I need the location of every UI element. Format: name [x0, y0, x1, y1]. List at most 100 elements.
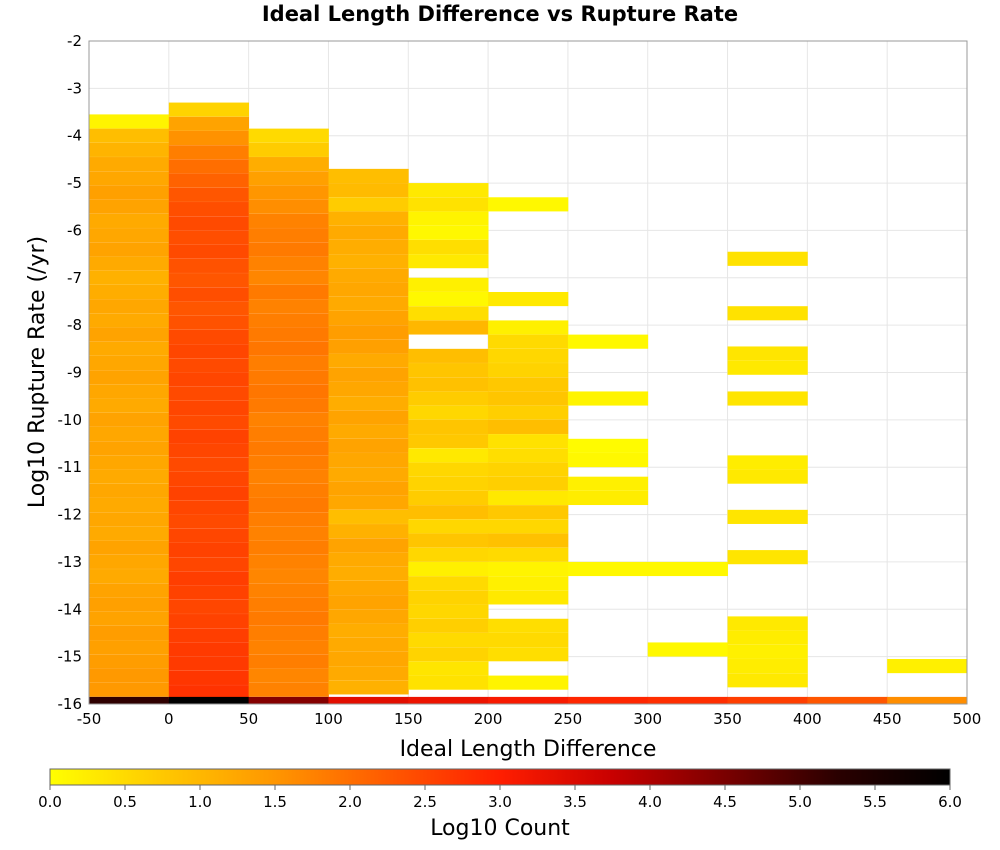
heatmap-cell	[567, 490, 649, 506]
heatmap-cell	[488, 348, 569, 363]
heatmap-cell	[168, 230, 250, 245]
heatmap-cell	[168, 471, 250, 487]
plot-frame	[88, 40, 968, 705]
heatmap-cell	[248, 370, 329, 385]
y-tick-label: -2	[67, 32, 82, 50]
heatmap-cell	[248, 355, 329, 371]
heatmap-cell	[248, 682, 329, 697]
colorbar-label: Log10 Count	[430, 816, 570, 841]
y-tick-label: -6	[67, 221, 82, 239]
heatmap-cell	[89, 171, 170, 186]
heatmap-cell	[89, 696, 170, 705]
heatmap-cell	[168, 273, 250, 288]
heatmap-cell	[408, 661, 489, 676]
heatmap-cell	[89, 668, 170, 683]
heatmap-cell	[408, 675, 489, 690]
heatmap-cell	[408, 183, 489, 198]
x-tick-label: 0	[164, 710, 174, 728]
heatmap-cell	[248, 157, 329, 172]
heatmap-cell	[408, 363, 489, 378]
heatmap-cell	[328, 552, 409, 567]
heatmap-cell	[408, 618, 489, 633]
heatmap-cell	[248, 128, 329, 143]
heatmap-cell	[727, 550, 808, 565]
x-tick-label: 250	[554, 710, 583, 728]
heatmap-cell	[168, 415, 250, 430]
heatmap-cell	[488, 320, 569, 335]
heatmap-cell	[248, 597, 329, 612]
heatmap-cell	[408, 533, 489, 548]
heatmap-cell	[89, 469, 170, 484]
heatmap-cell	[248, 455, 329, 470]
heatmap-cell	[328, 481, 409, 496]
heatmap-cell	[168, 628, 250, 643]
heatmap-cell	[328, 396, 409, 411]
heatmap-cell	[89, 327, 170, 342]
heatmap-cell	[89, 540, 170, 555]
heatmap-cell	[168, 400, 250, 416]
heatmap-cell	[168, 528, 250, 543]
heatmap-cell	[89, 682, 170, 697]
colorbar-tick-label: 1.5	[263, 793, 287, 811]
heatmap-cell	[168, 585, 250, 600]
heatmap-cell	[248, 398, 329, 413]
y-tick-label: -11	[58, 458, 83, 476]
heatmap-cell	[89, 426, 170, 442]
heatmap-cell	[89, 554, 170, 569]
heatmap-cell	[328, 410, 409, 425]
heatmap-cell	[408, 434, 489, 449]
heatmap-cell	[567, 476, 649, 491]
heatmap-cell	[168, 315, 250, 330]
y-tick-label: -16	[58, 695, 83, 713]
heatmap-cell	[408, 632, 489, 648]
heatmap-cell	[408, 291, 489, 307]
heatmap-cell	[408, 604, 489, 619]
heatmap-cell	[488, 618, 569, 633]
heatmap-cell	[168, 386, 250, 401]
y-tick-label: -7	[67, 269, 82, 287]
heatmap-cell	[248, 185, 329, 200]
y-tick-label: -12	[58, 506, 83, 524]
heatmap-cell	[488, 377, 569, 392]
heatmap-cell	[248, 242, 329, 257]
heatmap-cell	[89, 370, 170, 385]
heatmap-cell	[168, 329, 250, 345]
colorbar-tick-label: 6.0	[938, 793, 962, 811]
heatmap-cell	[168, 287, 250, 302]
heatmap-cell	[248, 171, 329, 186]
heatmap-cell	[408, 448, 489, 463]
heatmap-cell	[248, 583, 329, 598]
heatmap-cell	[328, 680, 409, 695]
heatmap-cell	[328, 538, 409, 553]
heatmap-cell	[248, 142, 329, 157]
heatmap-cell	[248, 426, 329, 442]
y-tick-label: -15	[58, 648, 83, 666]
x-tick-label: 400	[793, 710, 822, 728]
heatmap-cell	[248, 441, 329, 456]
y-axis-ticks: -2 -3 -4 -5 -6 -7 -8 -9 -10 -11 -12 -13 -14 -15 -16	[58, 32, 83, 713]
heatmap-cell	[328, 339, 409, 354]
heatmap-cell	[328, 168, 409, 183]
heatmap-cell	[168, 614, 250, 629]
heatmap-cell	[248, 497, 329, 513]
heatmap-cell	[248, 341, 329, 356]
y-axis-label: Log10 Rupture Rate (/yr)	[25, 236, 50, 508]
heatmap-cell	[727, 306, 808, 321]
heatmap-cell	[248, 640, 329, 655]
heatmap-cell	[248, 228, 329, 243]
heatmap-cell	[408, 547, 489, 562]
heatmap-cell	[408, 462, 489, 477]
heatmap-cell	[89, 597, 170, 612]
heatmap-cell	[887, 659, 968, 674]
colorbar	[49, 768, 951, 786]
y-tick-label: -10	[58, 411, 83, 429]
heatmap-cell	[408, 561, 489, 577]
heatmap-cell	[168, 173, 250, 188]
heatmap-cell	[488, 334, 569, 349]
heatmap-cell	[168, 301, 250, 316]
x-tick-label: 50	[239, 710, 258, 728]
heatmap-cell	[248, 654, 329, 669]
heatmap-cell	[89, 526, 170, 541]
colorbar-tick-label: 1.0	[188, 793, 212, 811]
heatmap-cell	[408, 377, 489, 392]
